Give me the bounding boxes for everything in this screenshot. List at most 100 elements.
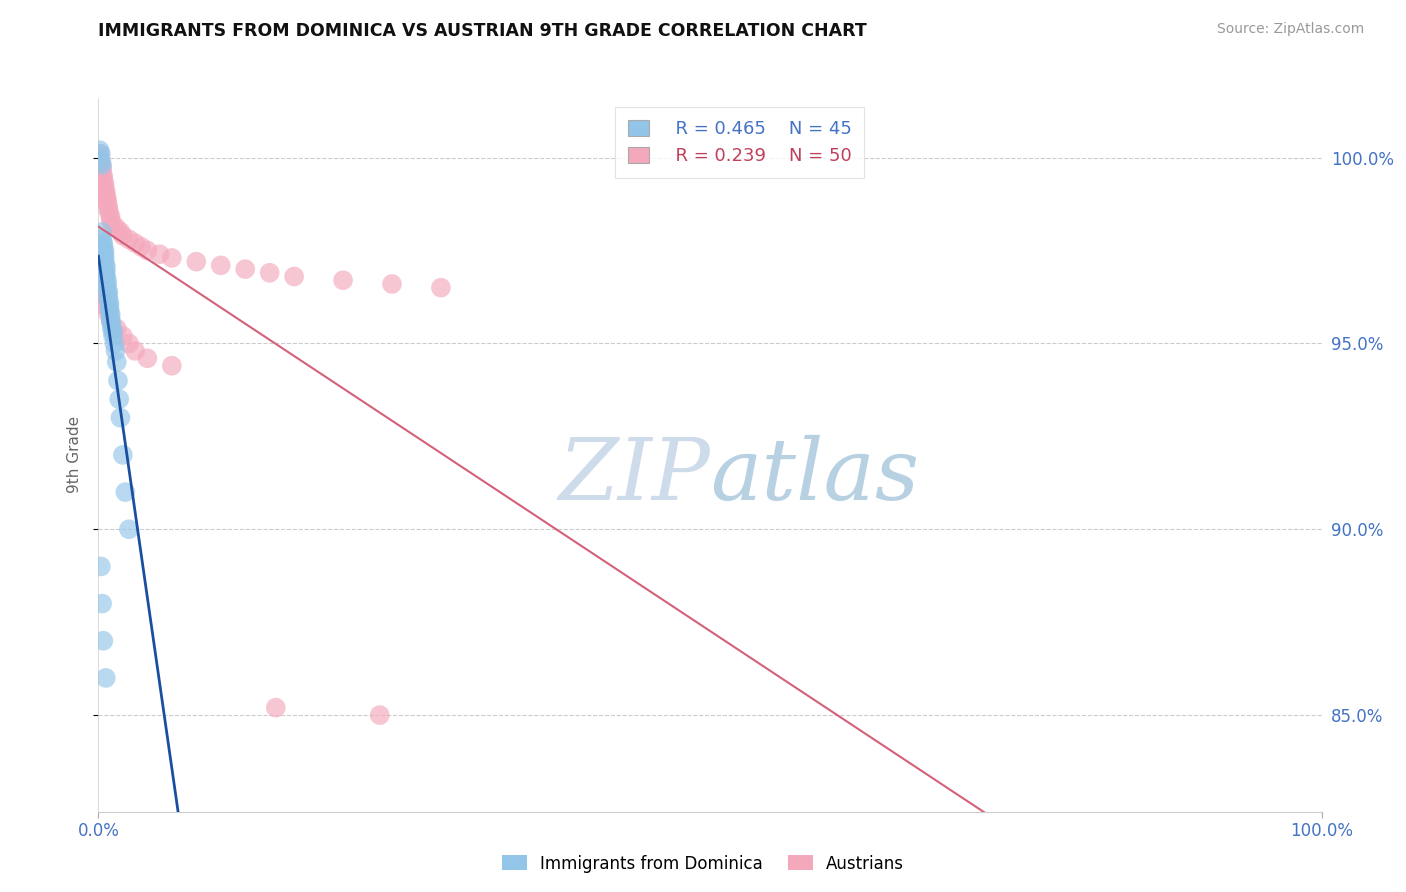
Text: ZIP: ZIP (558, 435, 710, 517)
Point (118, 232, 141, 246)
Point (100, 314, 122, 328)
Point (91, 232, 114, 246)
Point (91, 597, 114, 611)
Point (94, 262, 117, 277)
Point (97, 202, 120, 217)
Point (93, 247, 115, 261)
Point (101, 329, 124, 343)
Point (101, 321, 124, 335)
Point (98, 299, 121, 313)
Point (91, 165, 114, 179)
Point (97, 307, 120, 321)
Point (90, 559, 112, 574)
Point (110, 225, 132, 239)
Point (111, 448, 134, 462)
Point (124, 235, 146, 250)
Legend: Immigrants from Dominica, Austrians: Immigrants from Dominica, Austrians (495, 848, 911, 880)
Point (105, 321, 128, 335)
Point (105, 355, 128, 369)
Point (118, 336, 141, 351)
Point (186, 254, 208, 268)
Point (136, 244, 159, 258)
Point (118, 522, 141, 536)
Point (91, 169, 114, 183)
Point (105, 221, 128, 235)
Point (94, 266, 117, 280)
Point (94, 671, 117, 685)
Point (100, 310, 122, 325)
Point (91, 292, 114, 306)
Point (160, 359, 183, 373)
Point (93, 254, 115, 268)
Legend:   R = 0.465    N = 45,   R = 0.239    N = 50: R = 0.465 N = 45, R = 0.239 N = 50 (614, 107, 865, 178)
Point (103, 336, 125, 351)
Point (129, 240, 152, 254)
Point (107, 374, 129, 388)
Point (209, 258, 232, 272)
Point (100, 210, 122, 224)
Point (430, 280, 453, 294)
Point (101, 218, 124, 232)
Point (94, 187, 117, 202)
Point (96, 280, 118, 294)
Point (96, 191, 118, 205)
Point (91, 173, 114, 187)
Point (381, 277, 404, 291)
Point (110, 410, 132, 425)
Point (90, 154, 112, 169)
Point (259, 266, 281, 280)
Point (96, 277, 118, 291)
Point (97, 199, 120, 213)
Point (124, 343, 146, 358)
Point (368, 708, 391, 723)
Y-axis label: 9th Grade: 9th Grade (66, 417, 82, 493)
Point (96, 195, 118, 210)
Point (97, 292, 120, 306)
Point (108, 392, 131, 406)
Point (93, 251, 115, 265)
Point (94, 184, 117, 198)
Point (93, 180, 115, 194)
Point (114, 485, 136, 500)
Point (332, 273, 354, 287)
Point (90, 158, 112, 172)
Point (104, 343, 127, 358)
Point (93, 177, 115, 191)
Point (101, 318, 124, 332)
Point (93, 244, 115, 258)
Point (233, 262, 256, 277)
Text: atlas: atlas (710, 435, 920, 517)
Point (90, 146, 112, 161)
Point (89, 143, 111, 157)
Point (91, 633, 114, 648)
Point (160, 251, 183, 265)
Point (97, 288, 120, 302)
Point (136, 351, 159, 366)
Point (98, 206, 121, 220)
Point (96, 273, 118, 287)
Point (89, 146, 111, 161)
Point (91, 225, 114, 239)
Text: Source: ZipAtlas.com: Source: ZipAtlas.com (1216, 22, 1364, 37)
Point (94, 269, 117, 284)
Point (100, 213, 122, 227)
Point (111, 329, 134, 343)
Text: IMMIGRANTS FROM DOMINICA VS AUSTRIAN 9TH GRADE CORRELATION CHART: IMMIGRANTS FROM DOMINICA VS AUSTRIAN 9TH… (98, 22, 868, 40)
Point (91, 158, 114, 172)
Point (91, 235, 114, 250)
Point (111, 228, 134, 243)
Point (283, 269, 305, 284)
Point (97, 285, 120, 299)
Point (98, 295, 121, 310)
Point (100, 314, 122, 328)
Point (94, 258, 117, 272)
Point (100, 307, 122, 321)
Point (98, 302, 121, 317)
Point (91, 288, 114, 302)
Point (91, 161, 114, 176)
Point (94, 299, 117, 313)
Point (101, 325, 124, 339)
Point (90, 154, 112, 169)
Point (149, 247, 172, 261)
Point (89, 151, 111, 165)
